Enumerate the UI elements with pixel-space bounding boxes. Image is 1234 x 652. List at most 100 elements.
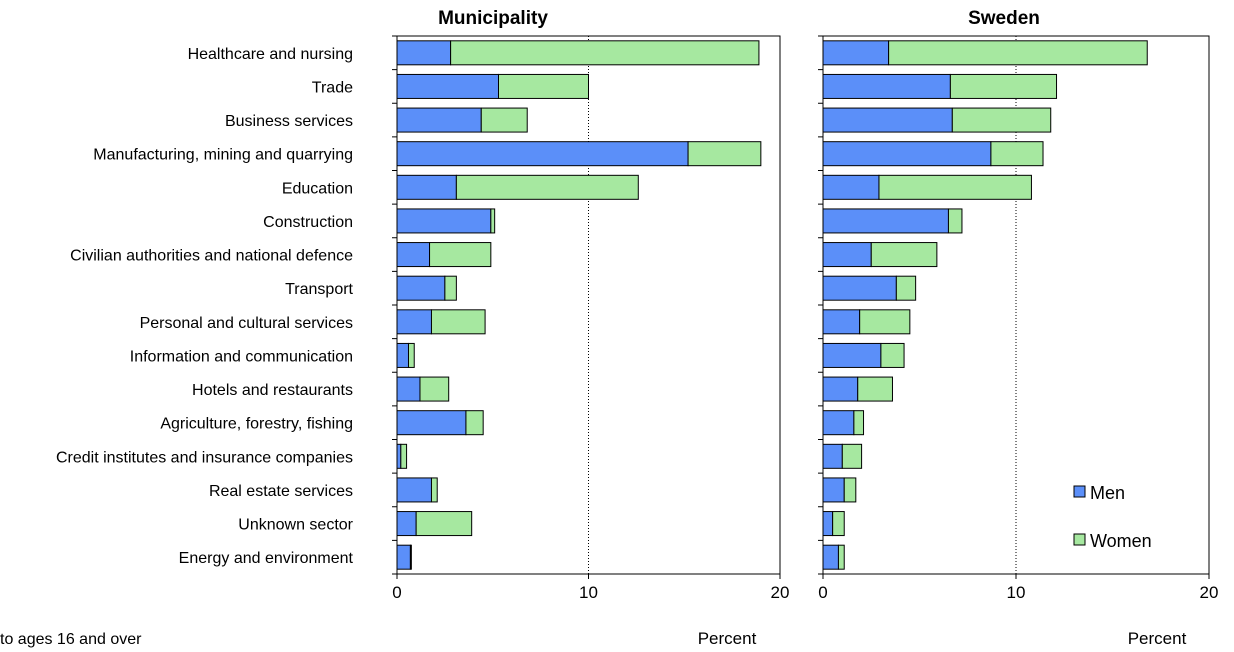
bar-women (857, 376, 893, 402)
category-label: Manufacturing, mining and quarrying (93, 147, 353, 164)
bar-women (497, 73, 589, 99)
bar-men (822, 511, 834, 537)
bar-women (687, 141, 762, 167)
x-tick-label: 20 (771, 583, 790, 602)
bar-men (396, 376, 421, 402)
bar-women (880, 342, 905, 368)
category-label: Information and communication (130, 348, 353, 365)
bar-men (396, 242, 431, 268)
legend-label-men: Men (1090, 483, 1125, 503)
bar-men (396, 275, 446, 301)
panel-title-sweden: Sweden (968, 8, 1040, 29)
bar-men (396, 40, 452, 66)
category-label: Transport (285, 281, 353, 298)
bar-women (888, 40, 1148, 66)
category-label: Unknown sector (238, 517, 353, 534)
bar-men (396, 342, 409, 368)
bar-men (822, 141, 992, 167)
bar-women (455, 174, 639, 200)
x-tick-label: 0 (392, 583, 401, 602)
bar-men (822, 174, 880, 200)
category-label: Healthcare and nursing (188, 46, 353, 63)
bar-women (951, 107, 1052, 133)
category-label: Civilian authorities and national defenc… (70, 248, 353, 265)
bar-women (895, 275, 917, 301)
category-label: Trade (312, 79, 353, 96)
bar-men (396, 141, 689, 167)
bar-women (859, 309, 911, 335)
bar-men (822, 477, 845, 503)
bar-women (490, 208, 496, 234)
bar-men (396, 544, 411, 570)
bar-women (843, 477, 857, 503)
bar-men (822, 309, 861, 335)
footnote: to ages 16 and over (0, 631, 142, 648)
category-label: Education (282, 180, 353, 197)
bar-men (822, 242, 872, 268)
category-label: Energy and environment (179, 550, 354, 567)
category-label: Personal and cultural services (140, 315, 353, 332)
bar-men (822, 208, 949, 234)
x-tick-label: 10 (1007, 583, 1026, 602)
bar-women (837, 544, 845, 570)
category-labels: Healthcare and nursing Trade Business serv… (56, 46, 354, 567)
bar-women (853, 410, 865, 436)
bar-men (822, 443, 843, 469)
bar-men (396, 208, 492, 234)
bar-men (822, 544, 839, 570)
legend-swatch-men (1073, 485, 1086, 498)
x-tick-label: 10 (579, 583, 598, 602)
bar-men (822, 342, 882, 368)
bar-women (429, 242, 492, 268)
bar-women (832, 511, 845, 537)
bar-men (396, 511, 417, 537)
category-label: Construction (263, 214, 353, 231)
bar-men (396, 73, 499, 99)
legend-swatch-women (1073, 533, 1086, 546)
bar-women (870, 242, 938, 268)
bar-women (430, 477, 438, 503)
bar-men (822, 376, 859, 402)
bar-men (822, 40, 890, 66)
category-label: Business services (225, 113, 353, 130)
bar-women (990, 141, 1044, 167)
bar-men (822, 107, 953, 133)
bar-men (822, 410, 855, 436)
x-tick-label: 20 (1200, 583, 1219, 602)
bar-men (822, 73, 951, 99)
panel-sweden: Sweden Percent 0 10 20 (818, 8, 1218, 648)
bar-men (396, 443, 402, 469)
panel-municipality: Municipality Percent 0 10 20 (392, 8, 789, 648)
category-label: Agriculture, forestry, fishing (160, 416, 353, 433)
bar-women (450, 40, 760, 66)
bar-women (841, 443, 863, 469)
legend: Men Women (1073, 483, 1152, 551)
bar-women (878, 174, 1032, 200)
x-axis-label-municipality: Percent (698, 629, 757, 648)
bar-men (396, 477, 432, 503)
bar-women (415, 511, 473, 537)
x-tick-label: 0 (818, 583, 827, 602)
bar-women (444, 275, 457, 301)
bar-women (400, 443, 408, 469)
bar-women (407, 342, 415, 368)
bar-men (396, 309, 432, 335)
legend-label-women: Women (1090, 531, 1152, 551)
bar-women (465, 410, 484, 436)
bar-women (949, 73, 1058, 99)
category-label: Hotels and restaurants (192, 382, 353, 399)
category-label: Real estate services (209, 483, 353, 500)
bar-women (430, 309, 486, 335)
bar-women (480, 107, 528, 133)
bar-women (419, 376, 450, 402)
bar-men (396, 107, 482, 133)
bar-women (947, 208, 963, 234)
x-axis-label-sweden: Percent (1128, 629, 1187, 648)
category-label: Credit institutes and insurance companie… (56, 449, 353, 466)
bar-men (396, 174, 457, 200)
bar-women (409, 544, 412, 570)
bar-men (396, 410, 467, 436)
bar-men (822, 275, 897, 301)
